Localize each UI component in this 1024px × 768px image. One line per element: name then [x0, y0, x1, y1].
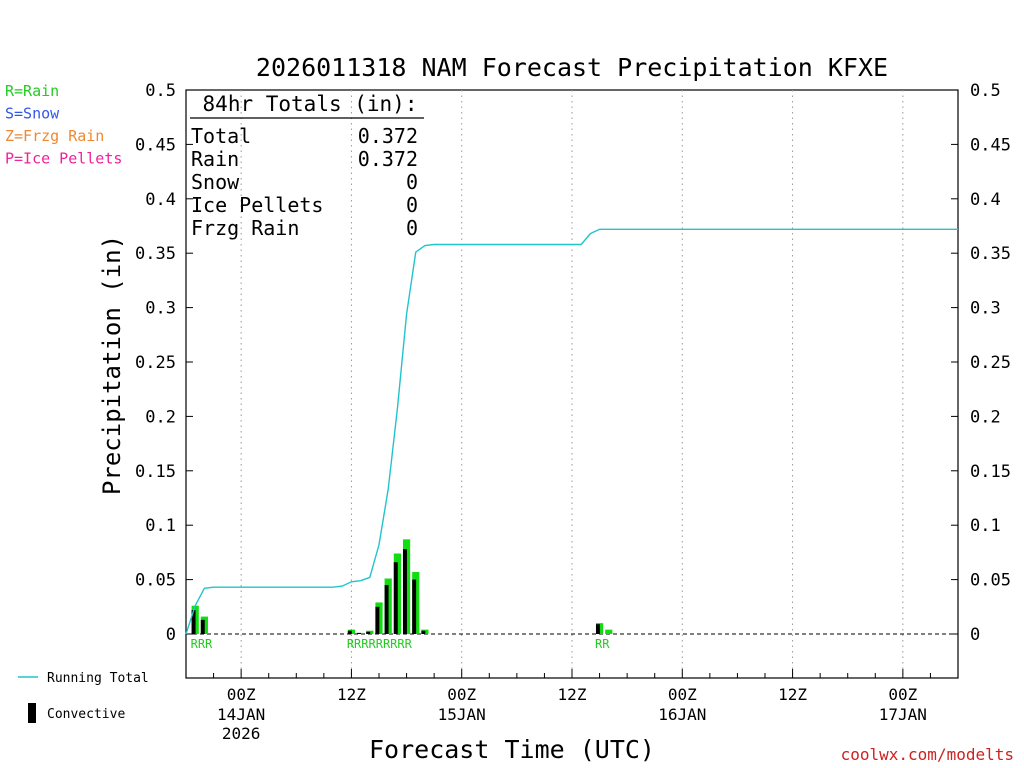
precip-type-code: RRR	[191, 637, 213, 651]
convective-bar	[375, 606, 380, 634]
precip-type-code: RR	[595, 637, 610, 651]
y-tick-label-right: 0.1	[970, 516, 1001, 536]
y-tick-label-left: 0.15	[135, 462, 176, 482]
totals-row-label: Rain	[191, 147, 239, 171]
y-tick-label-right: 0.05	[970, 571, 1011, 591]
running-total-line	[185, 228, 958, 635]
convective-bar	[366, 631, 371, 634]
y-tick-label-left: 0.4	[145, 190, 176, 210]
totals-row-value: 0	[406, 193, 418, 217]
x-tick-label: 00Z	[888, 685, 917, 704]
x-tick-label: 12Z	[558, 685, 587, 704]
rain-bar	[605, 629, 613, 634]
y-tick-label-right: 0.2	[970, 407, 1001, 427]
x-year-label: 2026	[222, 724, 261, 743]
y-axis-right: 0 0.05 0.1 0.15 0.2 0.25 0.3 0.35 0.4 0.45 0.5	[951, 81, 1011, 645]
y-tick-label-right: 0.35	[970, 244, 1011, 264]
convective-bar	[393, 562, 398, 634]
convective-legend: Convective	[28, 703, 125, 723]
totals-row-value: 0	[406, 170, 418, 194]
credit-text: coolwx.com/modelts	[841, 745, 1014, 764]
convective-bar	[347, 630, 352, 634]
y-tick-label-right: 0.45	[970, 135, 1011, 155]
y-axis-label: Precipitation (in)	[98, 235, 126, 495]
x-date-label: 14JAN	[217, 705, 265, 724]
x-date-label: 17JAN	[879, 705, 927, 724]
legend-item-frzg-rain: Z=Frzg Rain	[5, 127, 104, 145]
convective-bar	[421, 630, 426, 634]
convective-bar	[384, 585, 389, 634]
running-total-legend: Running Total	[18, 671, 149, 686]
totals-row-label: Ice Pellets	[191, 193, 323, 217]
totals-heading: 84hr Totals (in):	[203, 92, 418, 116]
y-tick-label-right: 0.15	[970, 462, 1011, 482]
totals-box: 84hr Totals (in): Total 0.372 Rain 0.372 Sno…	[190, 92, 424, 240]
y-tick-label-right: 0.4	[970, 190, 1001, 210]
totals-row-label: Frzg Rain	[191, 216, 299, 240]
legend-item-rain: R=Rain	[5, 82, 59, 100]
y-axis-left: 0 0.05 0.1 0.15 0.2 0.25 0.3 0.35 0.4 0.45 0.5	[135, 81, 193, 645]
x-tick-label: 00Z	[227, 685, 256, 704]
totals-row-value: 0.372	[358, 124, 418, 148]
y-tick-label-left: 0.25	[135, 353, 176, 373]
totals-row-label: Total	[191, 124, 251, 148]
y-tick-label-left: 0.05	[135, 571, 176, 591]
y-tick-label-right: 0.3	[970, 299, 1001, 319]
y-tick-label-left: 0.3	[145, 299, 176, 319]
x-tick-label: 00Z	[447, 685, 476, 704]
grid-lines	[240, 90, 904, 678]
convective-bar	[412, 579, 417, 634]
x-tick-label: 00Z	[668, 685, 697, 704]
x-axis-label: Forecast Time (UTC)	[369, 735, 655, 764]
x-date-label: 15JAN	[438, 705, 486, 724]
chart-title: 2026011318 NAM Forecast Precipitation KF…	[256, 53, 888, 82]
legend-item-ice-pellets: P=Ice Pellets	[5, 150, 122, 168]
x-tick-label: 12Z	[337, 685, 366, 704]
convective-bar	[595, 624, 600, 634]
precip-type-legend: R=Rain S=Snow Z=Frzg Rain P=Ice Pellets	[5, 82, 122, 168]
precip-bars	[191, 539, 613, 634]
convective-bar	[402, 549, 407, 634]
y-tick-label-left: 0	[166, 625, 176, 645]
x-tick-label: 12Z	[778, 685, 807, 704]
totals-row-value: 0	[406, 216, 418, 240]
y-tick-label-left: 0.5	[145, 81, 176, 101]
x-date-label: 16JAN	[658, 705, 706, 724]
y-tick-label-left: 0.45	[135, 135, 176, 155]
y-tick-label-right: 0	[970, 625, 980, 645]
y-tick-label-left: 0.35	[135, 244, 176, 264]
y-tick-label-left: 0.2	[145, 407, 176, 427]
y-tick-label-right: 0.25	[970, 353, 1011, 373]
y-tick-label-left: 0.1	[145, 516, 176, 536]
precip-type-code: RRRRRRRRR	[347, 637, 413, 651]
y-tick-label-right: 0.5	[970, 81, 1001, 101]
totals-row-value: 0.372	[358, 147, 418, 171]
convective-legend-label: Convective	[47, 707, 125, 722]
convective-bar	[191, 610, 196, 634]
running-total-legend-label: Running Total	[47, 671, 149, 686]
totals-row-label: Snow	[191, 170, 240, 194]
precip-type-codes: RRR RRRRRRRRR RR	[191, 637, 611, 651]
convective-swatch	[28, 703, 36, 723]
convective-bar	[200, 619, 205, 634]
convective-bar	[357, 632, 361, 634]
legend-item-snow: S=Snow	[5, 105, 60, 123]
